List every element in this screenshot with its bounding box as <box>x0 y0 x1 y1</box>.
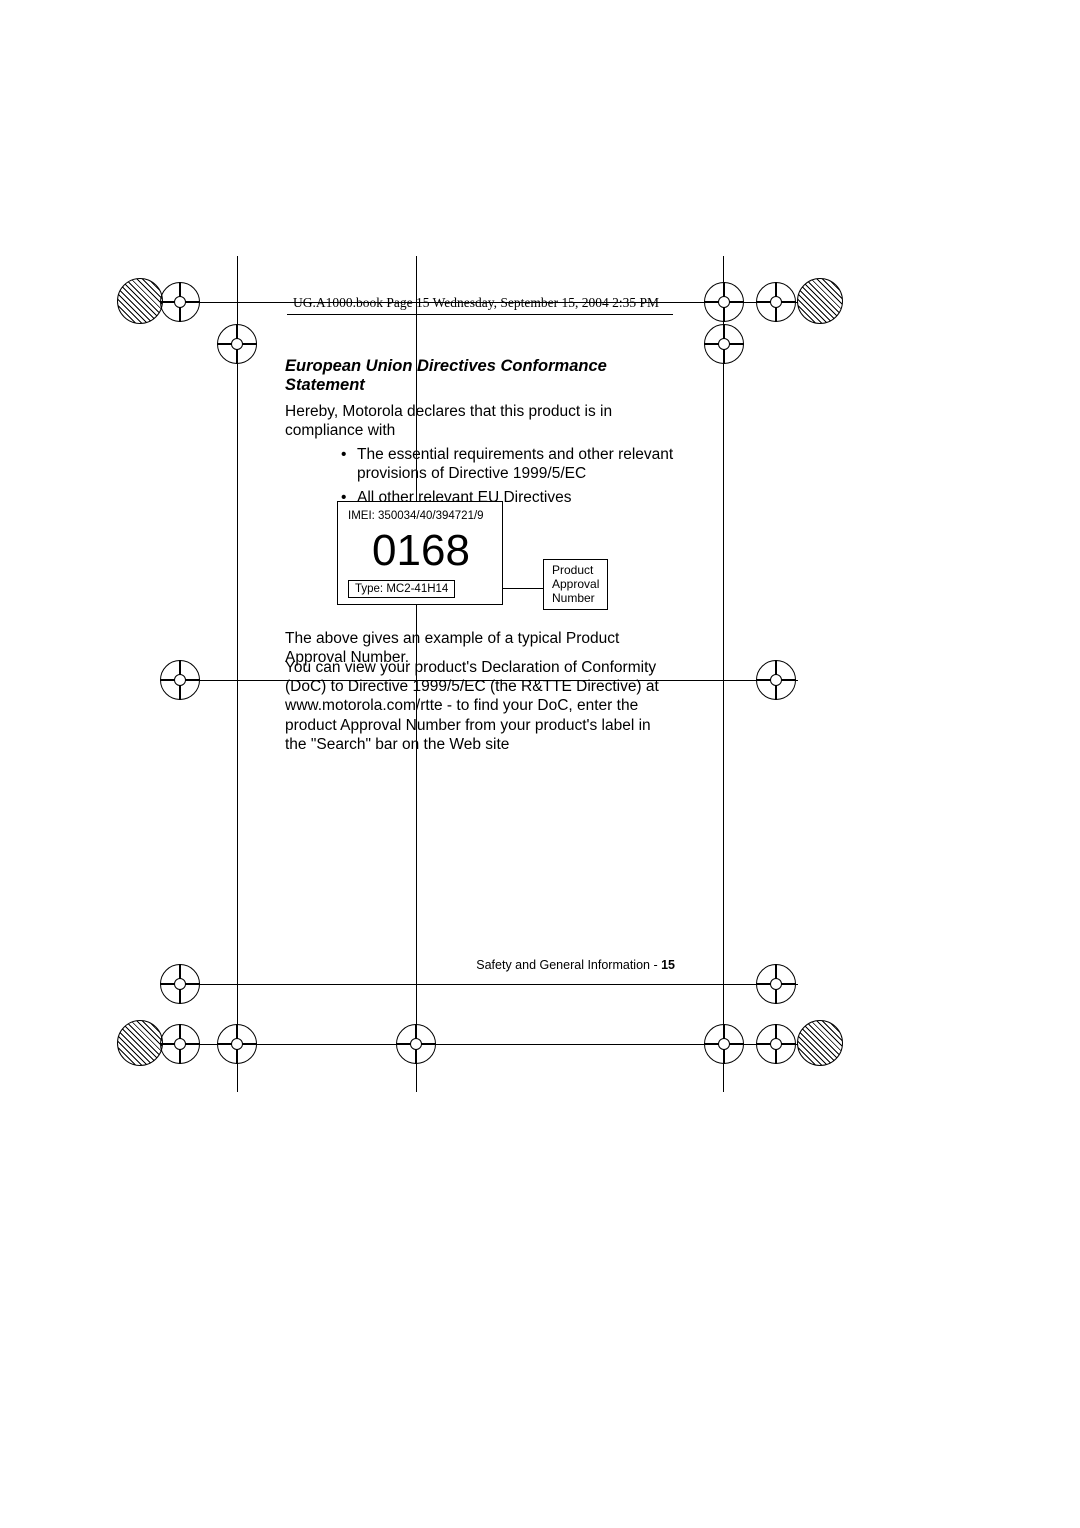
crop-vline <box>723 256 724 1092</box>
footer-section: Safety and General Information - <box>476 958 661 972</box>
registration-mark-icon <box>160 964 200 1004</box>
registration-mark-icon <box>160 1024 200 1064</box>
corner-hatch-icon <box>117 278 163 324</box>
header-rule <box>287 314 673 315</box>
registration-mark-icon <box>160 660 200 700</box>
corner-hatch-icon <box>797 278 843 324</box>
registration-mark-icon <box>160 282 200 322</box>
page-footer: Safety and General Information - 15 <box>285 958 675 972</box>
product-label-diagram: IMEI: 350034/40/394721/9 0168 Type: MC2-… <box>337 501 637 611</box>
crop-hline <box>166 984 798 985</box>
imei-text: IMEI: 350034/40/394721/9 <box>348 510 484 522</box>
corner-hatch-icon <box>797 1020 843 1066</box>
intro-paragraph: Hereby, Motorola declares that this prod… <box>285 403 675 441</box>
header-text: UG.A1000.book Page 15 Wednesday, Septemb… <box>293 295 659 311</box>
page: UG.A1000.book Page 15 Wednesday, Septemb… <box>0 0 1080 1528</box>
section-title: European Union Directives Conformance St… <box>285 357 675 395</box>
approval-number-large: 0168 <box>338 526 504 576</box>
registration-mark-icon <box>704 282 744 322</box>
paragraph: You can view your product's Declaration … <box>285 658 675 754</box>
registration-mark-icon <box>756 1024 796 1064</box>
registration-mark-icon <box>704 324 744 364</box>
content-block: European Union Directives Conformance St… <box>285 357 675 511</box>
list-item: The essential requirements and other rel… <box>341 445 675 484</box>
registration-mark-icon <box>756 964 796 1004</box>
product-label-box: IMEI: 350034/40/394721/9 0168 Type: MC2-… <box>337 501 503 605</box>
corner-hatch-icon <box>117 1020 163 1066</box>
registration-mark-icon <box>217 324 257 364</box>
registration-mark-icon <box>756 282 796 322</box>
registration-mark-icon <box>756 660 796 700</box>
registration-mark-icon <box>704 1024 744 1064</box>
leader-line <box>503 588 543 589</box>
callout-box: Product Approval Number <box>543 559 608 610</box>
footer-page-number: 15 <box>661 958 675 972</box>
registration-mark-icon <box>396 1024 436 1064</box>
registration-mark-icon <box>217 1024 257 1064</box>
crop-vline <box>237 256 238 1092</box>
bullet-list: The essential requirements and other rel… <box>341 445 675 507</box>
type-box: Type: MC2-41H14 <box>348 580 455 598</box>
